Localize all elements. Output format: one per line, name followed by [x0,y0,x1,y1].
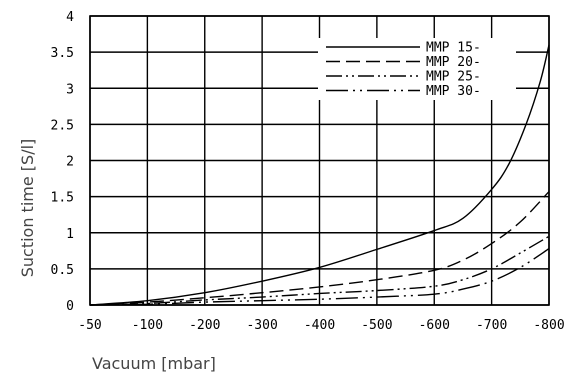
y-tick-label: 4 [66,10,74,25]
y-axis-title: Suction time [S/l] [18,139,37,278]
legend-label: MMP 25- [426,70,481,85]
y-tick-label: 0 [66,299,74,314]
legend: MMP 15-MMP 20-MMP 25-MMP 30- [318,38,516,100]
legend-label: MMP 20- [426,55,481,70]
series-line-2 [89,191,550,306]
x-tick-label: -100 [132,318,163,333]
series-line-1 [89,44,550,306]
y-tick-label: 3.5 [51,46,74,61]
x-tick-label: -50 [78,318,101,333]
x-tick-label: -400 [304,318,335,333]
y-tick-label: 1 [66,227,74,242]
y-tick-label: 2 [66,155,74,170]
x-tick-label: -800 [533,318,564,333]
plot-frame [89,15,550,306]
y-tick-label: 1.5 [51,191,74,206]
x-tick-label: -300 [246,318,277,333]
legend-label: MMP 30- [426,84,481,99]
x-tick-label: -200 [189,318,220,333]
x-axis-title: Vacuum [mbar] [92,354,216,373]
y-tick-label: 3 [66,82,74,97]
y-tick-label: 2.5 [51,118,74,133]
series-line-4 [89,248,550,306]
x-tick-label: -700 [476,318,507,333]
series-lines [89,44,550,306]
y-tick-label: 0.5 [51,263,74,278]
x-tick-label: -500 [361,318,392,333]
legend-label: MMP 15- [426,41,481,56]
series-line-3 [89,235,550,306]
axes: -50 -100 -200 -300 -400 -500 -600 -700 -800 0 0.5 1… [51,10,565,333]
legend-background [318,38,516,100]
x-tick-label: -600 [419,318,450,333]
